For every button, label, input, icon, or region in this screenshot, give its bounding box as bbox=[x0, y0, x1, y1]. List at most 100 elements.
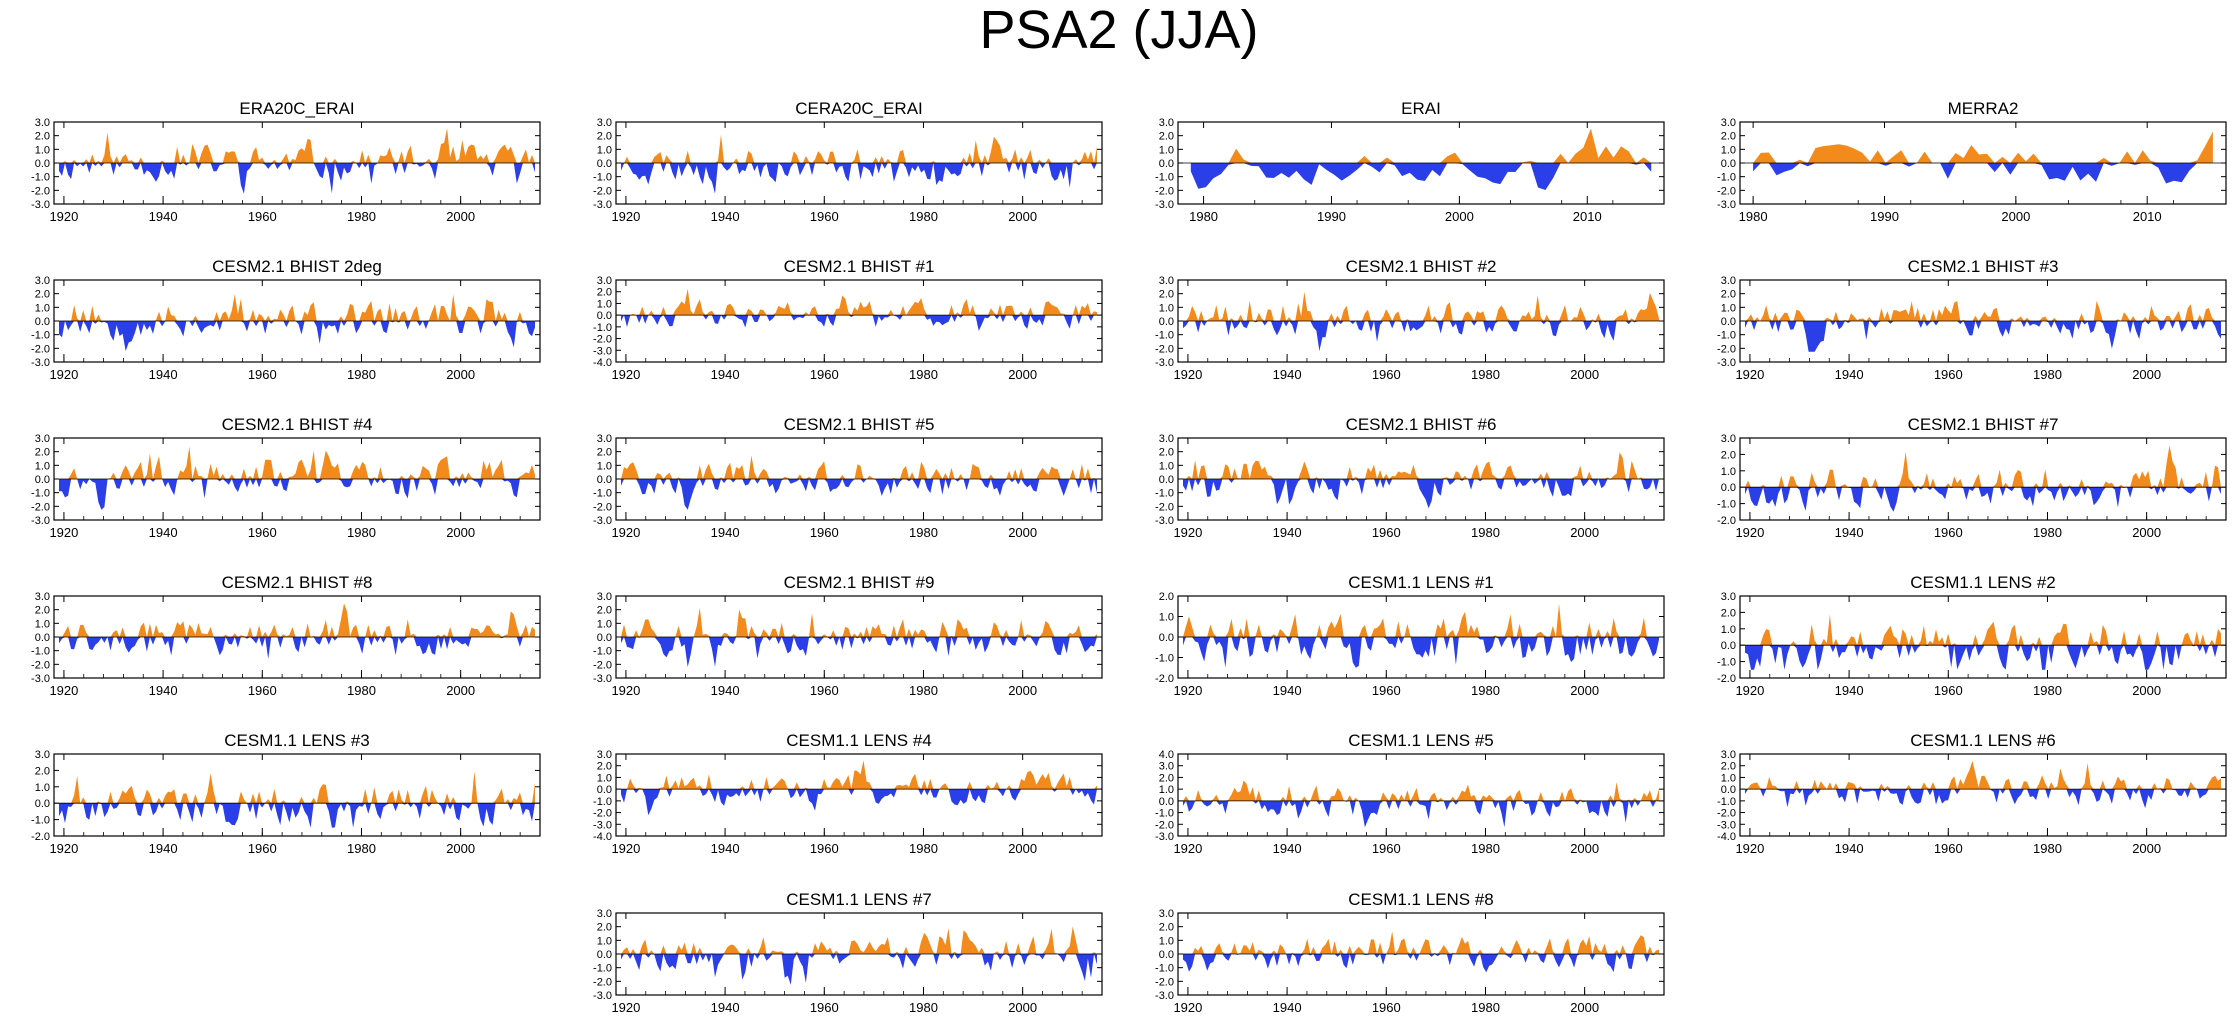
y-tick-label: -1.0 bbox=[31, 172, 50, 184]
positive-anomaly-area bbox=[59, 603, 535, 637]
x-tick-label: 1920 bbox=[1173, 1000, 1202, 1015]
x-tick-label: 1940 bbox=[711, 841, 740, 856]
chart-title: CESM2.1 BHIST 2deg bbox=[212, 257, 382, 276]
y-tick-label: 0.0 bbox=[1721, 640, 1736, 652]
y-tick-label: -2.0 bbox=[31, 831, 50, 843]
y-tick-label: -1.0 bbox=[593, 963, 612, 975]
y-tick-label: 4.0 bbox=[1159, 749, 1174, 761]
x-tick-label: 2000 bbox=[1445, 209, 1474, 224]
x-tick-label: 2000 bbox=[1570, 367, 1599, 382]
chart-title: CERA20C_ERAI bbox=[795, 99, 923, 118]
y-tick-label: -3.0 bbox=[1717, 199, 1736, 211]
chart-svg: CESM2.1 BHIST #1 3.02.01.00.0-1.0-2.0-3.0… bbox=[593, 257, 1103, 382]
x-tick-label: 1920 bbox=[49, 209, 78, 224]
y-tick-label: -1.0 bbox=[593, 172, 612, 184]
negative-anomaly-area bbox=[621, 789, 1097, 816]
positive-anomaly-area bbox=[1183, 603, 1659, 637]
positive-anomaly-area bbox=[1183, 452, 1659, 479]
plot-frame bbox=[1739, 437, 2227, 521]
y-tick-label: -2.0 bbox=[1717, 185, 1736, 197]
x-tick-label: 1980 bbox=[347, 683, 376, 698]
plot-frame bbox=[615, 753, 1103, 837]
negative-anomaly-area bbox=[1745, 487, 2221, 512]
y-tick-label: 1.0 bbox=[597, 618, 612, 630]
y-tick-label: 2.0 bbox=[35, 605, 50, 617]
y-tick-label: -3.0 bbox=[31, 515, 50, 527]
y-tick-label: -1.0 bbox=[593, 796, 612, 808]
y-tick-label: 0.0 bbox=[1721, 482, 1736, 494]
y-tick-label: -1.0 bbox=[31, 330, 50, 342]
chart-panel: CESM1.1 LENS #7 3.0 2.0 1.0 0.0 -1.0 -2.0 -3.0 1… bbox=[572, 883, 1112, 1033]
plot-frame bbox=[53, 753, 541, 837]
y-tick-label: 2.0 bbox=[597, 131, 612, 143]
x-tick-label: 1920 bbox=[1735, 683, 1764, 698]
chart-panel: CESM1.1 LENS #3 3.0 2.0 1.0 0.0 -1.0 -2.0 1920 1… bbox=[10, 724, 550, 874]
x-tick-label: 1940 bbox=[1273, 367, 1302, 382]
x-tick-label: 1920 bbox=[611, 209, 640, 224]
plot-frame bbox=[615, 279, 1103, 363]
chart-title: CESM2.1 BHIST #9 bbox=[784, 573, 935, 592]
x-tick-label: 1960 bbox=[1934, 367, 1963, 382]
chart-svg: CESM2.1 BHIST #4 3.0 2.01.0 0.0 -1.0-2.0 -3.0… bbox=[31, 415, 541, 540]
x-tick-label: 1940 bbox=[1273, 683, 1302, 698]
y-tick-label: 3.0 bbox=[35, 749, 50, 761]
y-tick-label: 2.0 bbox=[1159, 772, 1174, 784]
chart-svg: CESM2.1 BHIST #2 3.0 2.01.0 0.0 -1.0-2.0 -3.0… bbox=[1155, 257, 1665, 382]
plot-frame bbox=[1177, 753, 1665, 837]
x-tick-label: 1960 bbox=[810, 683, 839, 698]
y-tick-label: 3.0 bbox=[1721, 117, 1736, 129]
y-tick-label: 2.0 bbox=[1159, 447, 1174, 459]
chart-panel: CESM1.1 LENS #2 3.0 2.0 1.0 0.0 -1.0 -2.0 1920 1… bbox=[1696, 566, 2236, 716]
y-tick-label: 0.0 bbox=[1159, 474, 1174, 486]
x-tick-label: 1980 bbox=[1471, 367, 1500, 382]
x-tick-label: 1920 bbox=[611, 841, 640, 856]
x-tick-label: 2000 bbox=[2132, 841, 2161, 856]
y-tick-label: -3.0 bbox=[593, 819, 612, 831]
x-tick-label: 1980 bbox=[1189, 209, 1218, 224]
y-tick-label: -1.0 bbox=[1717, 796, 1736, 808]
y-tick-label: 2.0 bbox=[1721, 289, 1736, 301]
y-tick-label: 0.0 bbox=[1159, 632, 1174, 644]
y-tick-label: 3.0 bbox=[1159, 433, 1174, 445]
positive-anomaly-area bbox=[59, 446, 535, 479]
y-tick-label: -2.0 bbox=[593, 334, 612, 346]
negative-anomaly-area bbox=[1753, 163, 2213, 184]
x-tick-label: 1980 bbox=[347, 841, 376, 856]
chart-panel: CESM2.1 BHIST #9 3.0 2.0 1.0 0.0 -1.0 -2.0 -3.0… bbox=[572, 566, 1112, 716]
chart-svg: CESM2.1 BHIST #7 3.0 2.0 1.0 0.0 -1.0 -2.01920… bbox=[1717, 415, 2227, 540]
y-tick-label: 2.0 bbox=[1159, 131, 1174, 143]
y-tick-label: 2.0 bbox=[1159, 591, 1174, 603]
x-tick-label: 1940 bbox=[149, 209, 178, 224]
y-tick-label: -1.0 bbox=[1155, 172, 1174, 184]
x-tick-label: 1980 bbox=[909, 683, 938, 698]
x-tick-label: 1960 bbox=[810, 841, 839, 856]
x-tick-label: 2000 bbox=[1008, 683, 1037, 698]
positive-anomaly-area bbox=[59, 128, 535, 163]
x-tick-label: 1960 bbox=[248, 683, 277, 698]
y-tick-label: 3.0 bbox=[1159, 117, 1174, 129]
chart-title: CESM1.1 LENS #3 bbox=[224, 731, 370, 750]
positive-anomaly-area bbox=[621, 455, 1097, 479]
y-tick-label: -2.0 bbox=[593, 659, 612, 671]
y-tick-label: -3.0 bbox=[593, 199, 612, 211]
x-tick-label: 1920 bbox=[611, 683, 640, 698]
y-tick-label: 3.0 bbox=[597, 749, 612, 761]
y-tick-label: -4.0 bbox=[1717, 831, 1736, 843]
y-tick-label: 1.0 bbox=[1721, 144, 1736, 156]
x-tick-label: 1920 bbox=[1735, 367, 1764, 382]
y-tick-label: 0.0 bbox=[35, 158, 50, 170]
positive-anomaly-area bbox=[1183, 780, 1659, 801]
chart-svg: CESM2.1 BHIST #8 3.0 2.01.0 0.0 -1.0-2.0 -3.0… bbox=[31, 573, 541, 698]
y-tick-label: 0.0 bbox=[1159, 316, 1174, 328]
x-tick-label: 1920 bbox=[1173, 367, 1202, 382]
x-tick-label: 1960 bbox=[810, 209, 839, 224]
y-tick-label: -2.0 bbox=[1717, 673, 1736, 685]
chart-title: CESM2.1 BHIST #5 bbox=[784, 415, 935, 434]
y-tick-label: 1.0 bbox=[1159, 302, 1174, 314]
y-tick-label: 1.0 bbox=[1721, 772, 1736, 784]
y-tick-label: -1.0 bbox=[593, 322, 612, 334]
positive-anomaly-area bbox=[1183, 291, 1659, 321]
x-tick-label: 1920 bbox=[1173, 841, 1202, 856]
y-tick-label: 0.0 bbox=[1159, 949, 1174, 961]
x-tick-label: 2000 bbox=[1008, 367, 1037, 382]
